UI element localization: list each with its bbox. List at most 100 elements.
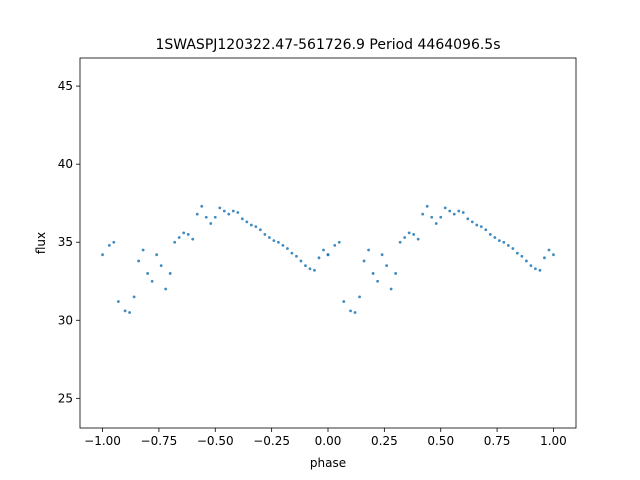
x-tick-label: −0.50 (197, 434, 234, 448)
data-point (488, 233, 492, 236)
x-tick-label: 0.50 (427, 434, 454, 448)
data-point (204, 215, 208, 219)
data-point (240, 217, 244, 221)
data-point (150, 279, 154, 283)
data-point (448, 209, 452, 213)
data-point (376, 279, 379, 283)
y-tick-label: 30 (58, 313, 73, 327)
data-point (484, 228, 488, 232)
data-point (322, 248, 325, 252)
data-point (128, 311, 132, 314)
x-tick-label: −1.00 (84, 434, 121, 448)
data-point (236, 211, 240, 214)
data-point (502, 240, 506, 244)
data-point (466, 217, 470, 221)
data-point (434, 222, 438, 225)
x-tick-label: −0.25 (253, 434, 290, 448)
data-point (286, 247, 289, 250)
data-point (525, 259, 528, 263)
data-point (452, 212, 456, 216)
data-point (380, 253, 384, 257)
data-point (116, 300, 120, 303)
data-point (534, 267, 537, 271)
data-point (258, 228, 262, 232)
data-point (263, 233, 267, 236)
data-point (538, 268, 542, 272)
data-point (191, 237, 195, 241)
data-point (439, 215, 443, 219)
data-point (249, 223, 253, 227)
data-point (493, 236, 497, 239)
data-point (231, 209, 235, 213)
data-point (506, 243, 510, 247)
data-point (394, 272, 398, 275)
x-axis-label: phase (310, 456, 346, 470)
data-point (461, 211, 465, 214)
data-point (227, 212, 231, 216)
data-point (511, 247, 515, 250)
data-point (353, 311, 357, 314)
x-tick-label: −0.75 (141, 434, 178, 448)
y-axis: 25 30 35 40 45 (58, 79, 80, 405)
data-point (543, 256, 546, 260)
data-point (164, 287, 168, 291)
data-point (552, 253, 555, 257)
x-tick-label: 1.00 (540, 434, 567, 448)
data-points (101, 204, 555, 314)
chart-title: 1SWASPJ120322.47-561726.9 Period 4464096… (155, 37, 500, 53)
data-point (403, 236, 407, 239)
y-tick-label: 35 (58, 235, 73, 249)
data-point (107, 243, 111, 247)
y-tick-label: 25 (58, 391, 73, 405)
data-point (326, 253, 330, 257)
data-point (123, 309, 127, 313)
data-point (337, 240, 341, 244)
data-point (290, 251, 294, 255)
data-point (137, 259, 141, 263)
data-point (267, 236, 271, 239)
data-point (141, 248, 145, 252)
data-point (443, 206, 447, 210)
x-tick-label: 0.75 (484, 434, 511, 448)
data-point (173, 240, 177, 244)
data-point (168, 272, 172, 275)
data-point (159, 264, 163, 268)
data-point (245, 220, 249, 224)
x-tick-label: 0.00 (315, 434, 342, 448)
data-point (195, 212, 199, 216)
data-point (222, 209, 226, 213)
data-point (277, 240, 280, 244)
data-point (209, 222, 213, 225)
data-point (430, 215, 434, 219)
data-point (385, 264, 389, 268)
data-point (313, 268, 316, 272)
data-point (186, 233, 190, 236)
data-point (421, 212, 425, 216)
data-point (213, 215, 217, 219)
data-point (349, 309, 352, 313)
data-point (520, 254, 524, 258)
x-tick-label: 0.25 (371, 434, 398, 448)
data-point (200, 204, 204, 208)
data-point (317, 256, 321, 260)
data-point (272, 239, 276, 243)
data-point (479, 225, 483, 229)
data-point (497, 239, 501, 243)
data-point (475, 223, 479, 227)
data-point (218, 206, 222, 210)
data-point (358, 295, 361, 299)
data-point (101, 253, 104, 257)
data-point (254, 225, 258, 229)
data-point (295, 254, 298, 258)
data-point (146, 272, 150, 275)
data-point (182, 231, 186, 235)
data-point (112, 240, 116, 244)
data-point (362, 259, 366, 263)
data-point (389, 287, 393, 291)
data-point (470, 220, 474, 224)
data-point (407, 231, 411, 235)
data-point (132, 295, 136, 299)
data-point (333, 243, 337, 247)
data-point (281, 243, 285, 247)
